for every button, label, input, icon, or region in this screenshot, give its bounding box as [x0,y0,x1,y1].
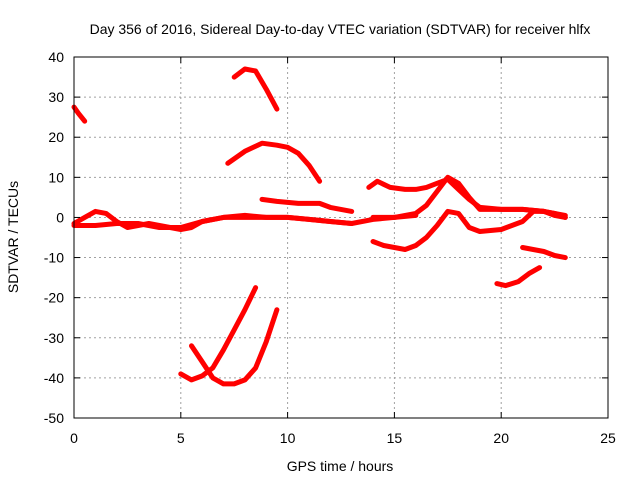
chart-title: Day 356 of 2016, Sidereal Day-to-day VTE… [90,21,591,37]
x-tick-label: 25 [600,430,616,446]
series-line-s12 [370,208,568,252]
series-line-s9 [189,307,280,387]
y-tick-label: 30 [48,89,64,105]
series-line-s13 [494,265,543,289]
series-line-s4 [189,214,355,228]
x-tick-label: 0 [70,430,78,446]
x-axis-label: GPS time / hours [287,458,394,474]
y-tick-label: -20 [44,290,64,306]
y-tick-label: -40 [44,370,64,386]
series-line-s1 [71,104,88,124]
x-tick-label: 10 [280,430,296,446]
x-tick-label: 15 [387,430,403,446]
series-line-s8 [178,285,259,383]
x-tick-label: 5 [177,430,185,446]
y-tick-label: 10 [48,169,64,185]
y-tick-label: -10 [44,250,64,266]
y-axis-label: SDTVAR / TECUs [5,181,21,293]
y-tick-label: -30 [44,330,64,346]
series-line-s7 [259,196,355,214]
series-line-s6 [225,140,323,184]
tick-marks: 0 5 10 15 20 25 -50 -40 -30 -20 -10 0 10 20 30 40 [44,49,616,446]
y-tick-label: 40 [48,49,64,65]
plot-frame [73,56,609,419]
series-line-s14 [520,245,568,261]
y-tick-label: 0 [56,209,64,225]
y-tick-label: -50 [44,410,64,426]
grid-lines [74,57,608,418]
x-tick-label: 20 [493,430,509,446]
data-series [71,66,568,387]
series-line-s5 [231,66,280,112]
y-tick-label: 20 [48,129,64,145]
